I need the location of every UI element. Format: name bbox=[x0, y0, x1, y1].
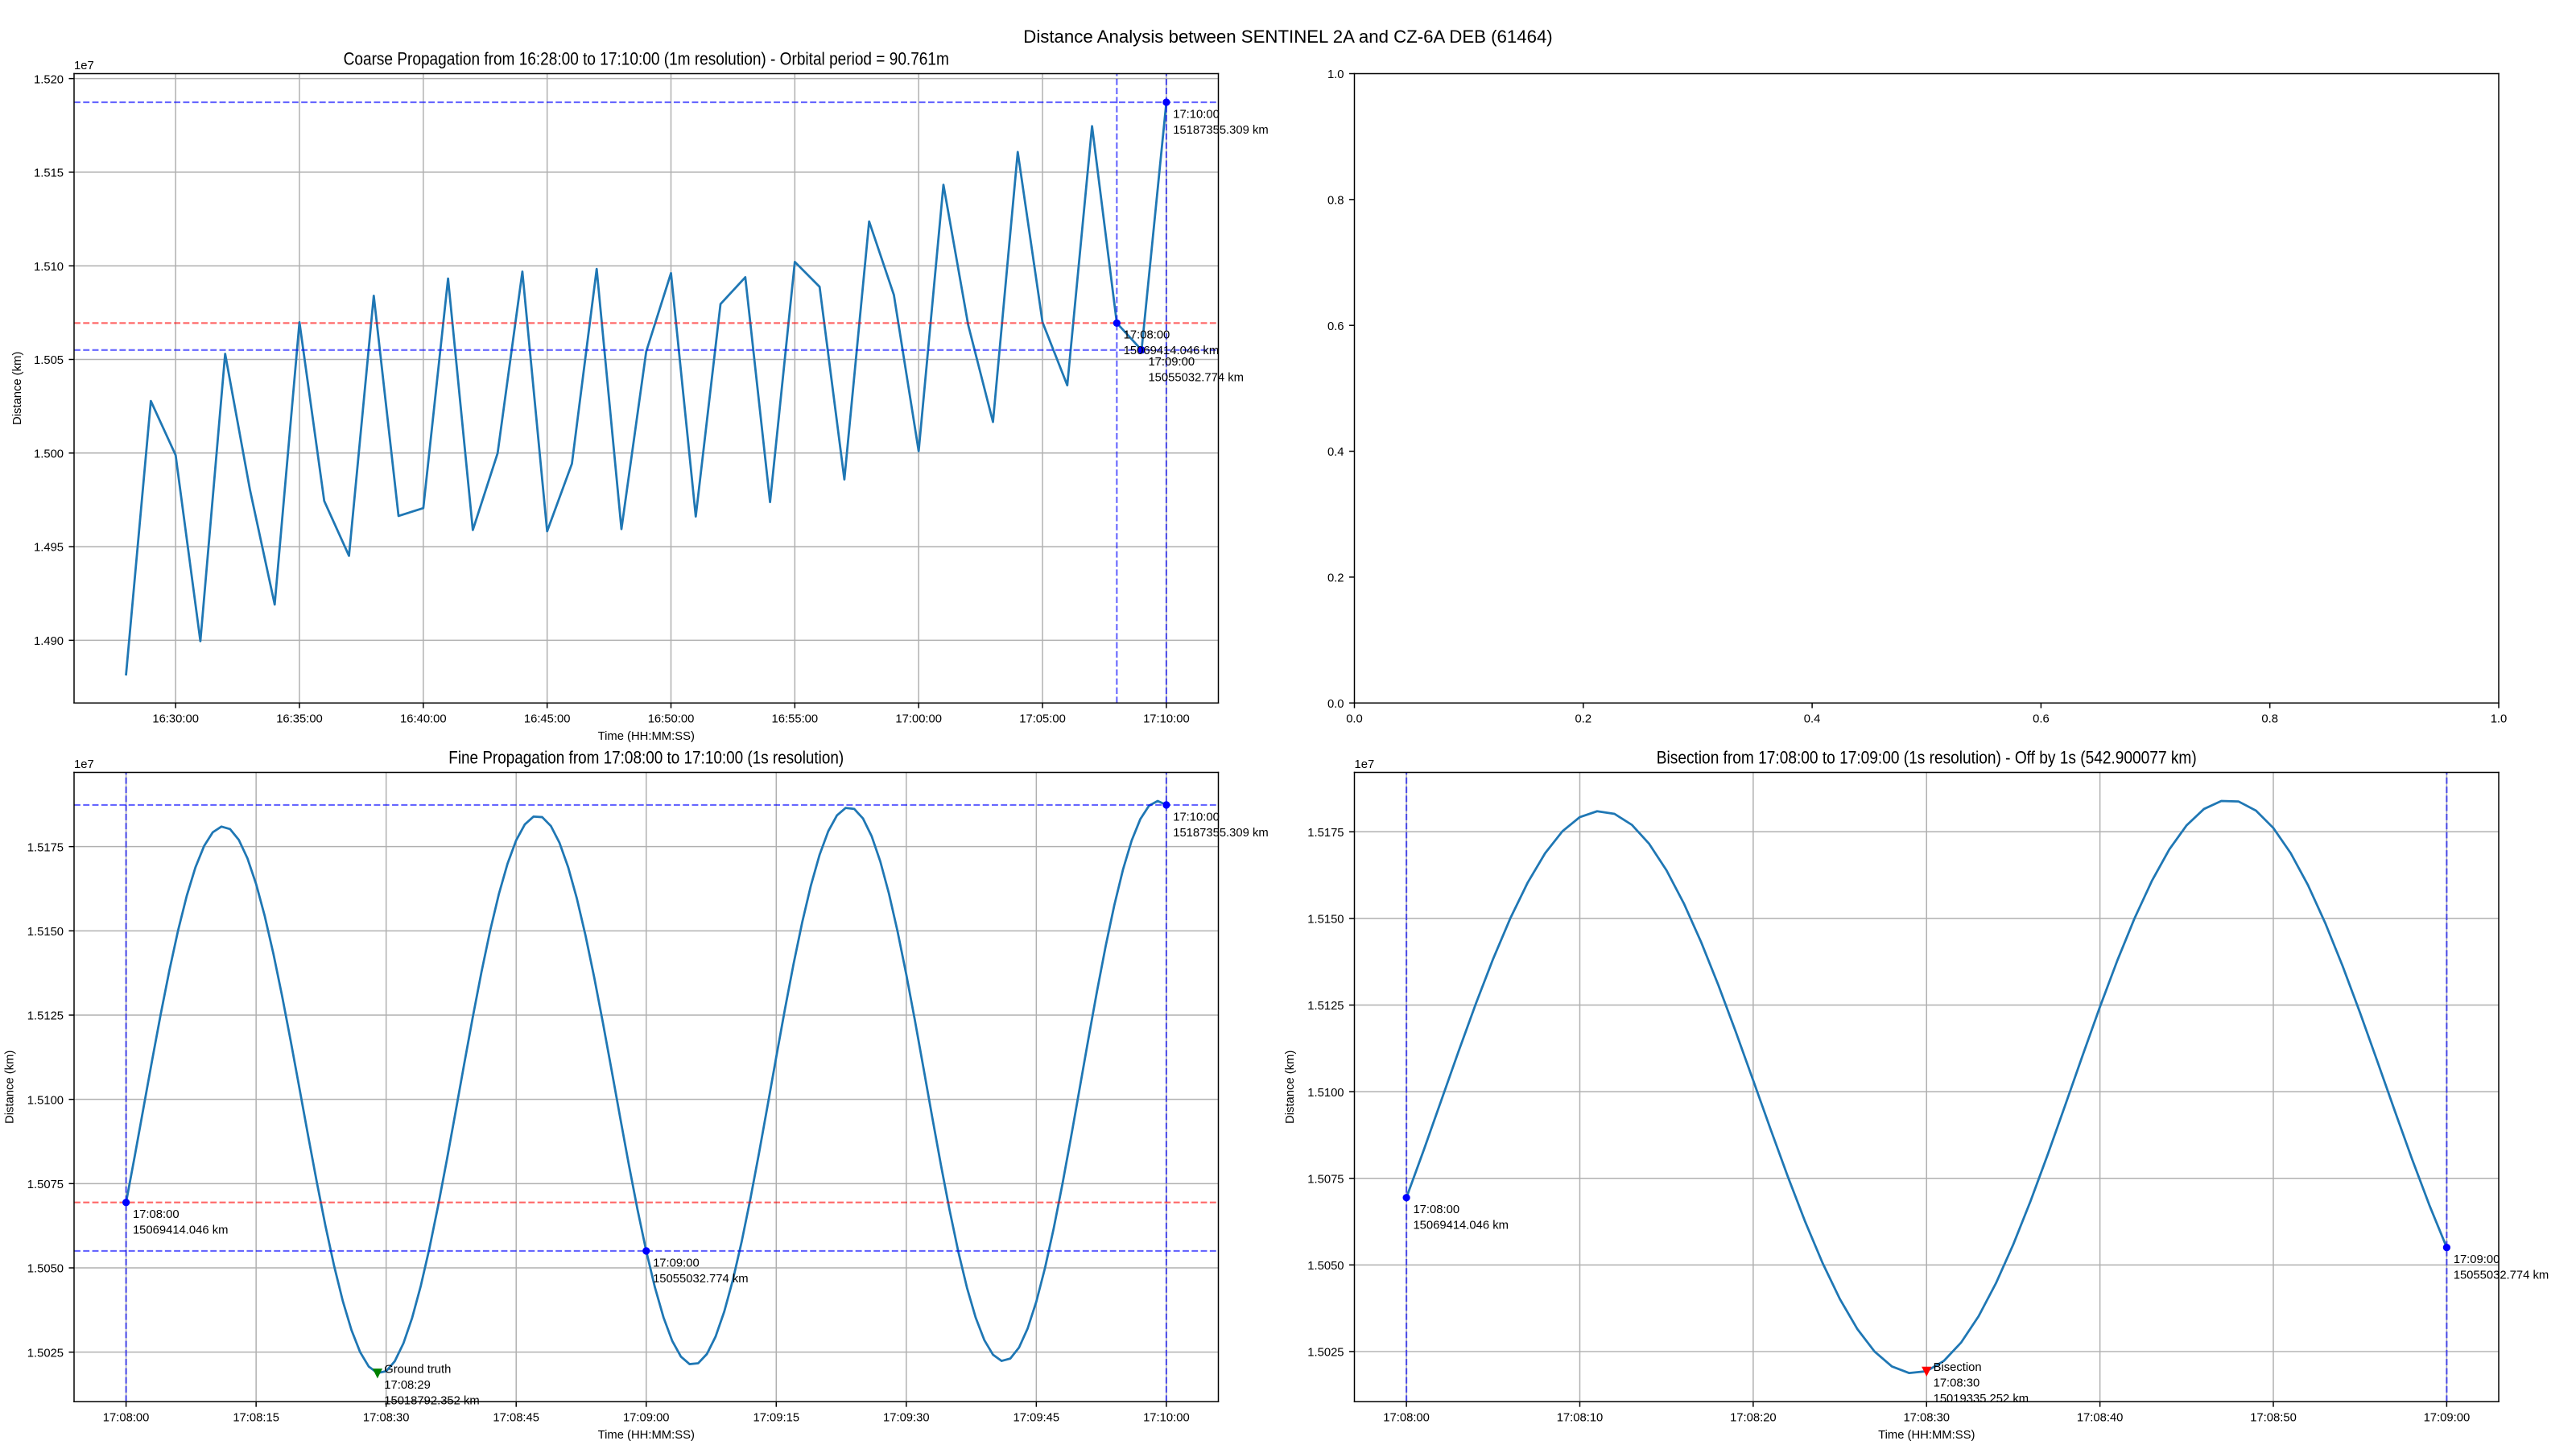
svg-text:15019335.252 km: 15019335.252 km bbox=[1934, 1393, 2029, 1406]
svg-text:16:50:00: 16:50:00 bbox=[648, 712, 695, 725]
svg-text:1.495: 1.495 bbox=[34, 542, 64, 555]
svg-text:0.0: 0.0 bbox=[1327, 698, 1344, 711]
svg-text:1.5025: 1.5025 bbox=[27, 1347, 64, 1360]
svg-text:16:30:00: 16:30:00 bbox=[152, 712, 199, 725]
svg-text:15069414.046 km: 15069414.046 km bbox=[133, 1224, 228, 1237]
svg-text:1.5150: 1.5150 bbox=[1307, 914, 1344, 927]
svg-text:1.500: 1.500 bbox=[34, 448, 64, 460]
svg-text:17:08:45: 17:08:45 bbox=[493, 1411, 539, 1424]
svg-text:17:00:00: 17:00:00 bbox=[895, 712, 942, 725]
svg-text:0.6: 0.6 bbox=[1327, 320, 1344, 333]
svg-text:0.8: 0.8 bbox=[2261, 712, 2278, 725]
svg-text:15055032.774 km: 15055032.774 km bbox=[2454, 1269, 2549, 1282]
svg-text:Ground truth: Ground truth bbox=[384, 1364, 451, 1377]
svg-text:17:09:00: 17:09:00 bbox=[2454, 1253, 2500, 1266]
svg-text:1.5050: 1.5050 bbox=[27, 1263, 64, 1276]
svg-text:17:08:50: 17:08:50 bbox=[2250, 1411, 2297, 1424]
svg-text:1.5050: 1.5050 bbox=[1307, 1260, 1344, 1273]
svg-text:1.515: 1.515 bbox=[34, 167, 64, 180]
svg-text:17:08:30: 17:08:30 bbox=[1903, 1411, 1950, 1424]
svg-text:0.4: 0.4 bbox=[1327, 446, 1344, 459]
svg-text:0.6: 0.6 bbox=[2033, 712, 2050, 725]
svg-text:17:08:00: 17:08:00 bbox=[1124, 329, 1170, 342]
svg-text:17:09:00: 17:09:00 bbox=[653, 1257, 700, 1269]
svg-text:17:08:00: 17:08:00 bbox=[1413, 1203, 1459, 1216]
svg-text:Distance Analysis between SENT: Distance Analysis between SENTINEL 2A an… bbox=[1023, 27, 1552, 47]
svg-text:Bisection from 17:08:00 to 17:: Bisection from 17:08:00 to 17:09:00 (1s … bbox=[1657, 747, 2197, 767]
svg-text:1.5125: 1.5125 bbox=[27, 1010, 64, 1023]
svg-text:Bisection: Bisection bbox=[1934, 1361, 1982, 1374]
svg-text:1.490: 1.490 bbox=[34, 635, 64, 648]
svg-text:0.8: 0.8 bbox=[1327, 194, 1344, 207]
svg-text:1.0: 1.0 bbox=[2491, 712, 2508, 725]
svg-text:17:05:00: 17:05:00 bbox=[1019, 712, 1066, 725]
svg-text:15055032.774 km: 15055032.774 km bbox=[1148, 372, 1243, 385]
svg-text:0.2: 0.2 bbox=[1575, 712, 1592, 725]
svg-text:1.520: 1.520 bbox=[34, 73, 64, 86]
svg-text:Time (HH:MM:SS): Time (HH:MM:SS) bbox=[598, 1429, 695, 1442]
svg-text:17:09:45: 17:09:45 bbox=[1013, 1411, 1060, 1424]
svg-text:1.0: 1.0 bbox=[1327, 68, 1344, 81]
svg-text:17:10:00: 17:10:00 bbox=[1173, 108, 1220, 121]
svg-text:17:08:10: 17:08:10 bbox=[1557, 1411, 1604, 1424]
svg-text:17:09:30: 17:09:30 bbox=[883, 1411, 930, 1424]
svg-text:1.5175: 1.5175 bbox=[1307, 827, 1344, 840]
svg-text:Distance (km): Distance (km) bbox=[1284, 1051, 1297, 1124]
svg-text:Distance (km): Distance (km) bbox=[4, 1051, 17, 1124]
svg-text:17:08:00: 17:08:00 bbox=[1383, 1411, 1430, 1424]
svg-text:16:55:00: 16:55:00 bbox=[772, 712, 819, 725]
svg-text:1e7: 1e7 bbox=[74, 60, 94, 72]
svg-text:1.5100: 1.5100 bbox=[27, 1094, 64, 1107]
svg-text:17:10:00: 17:10:00 bbox=[1173, 811, 1220, 824]
svg-text:17:10:00: 17:10:00 bbox=[1143, 712, 1190, 725]
svg-text:17:08:00: 17:08:00 bbox=[133, 1208, 180, 1221]
svg-text:15069414.046 km: 15069414.046 km bbox=[1124, 345, 1219, 357]
svg-text:16:35:00: 16:35:00 bbox=[276, 712, 323, 725]
svg-text:17:08:20: 17:08:20 bbox=[1730, 1411, 1777, 1424]
svg-text:0.0: 0.0 bbox=[1346, 712, 1363, 725]
svg-text:17:08:40: 17:08:40 bbox=[2077, 1411, 2124, 1424]
svg-text:17:08:30: 17:08:30 bbox=[1934, 1377, 1980, 1390]
svg-text:Time (HH:MM:SS): Time (HH:MM:SS) bbox=[598, 730, 695, 743]
svg-text:17:09:00: 17:09:00 bbox=[623, 1411, 670, 1424]
svg-text:15055032.774 km: 15055032.774 km bbox=[653, 1273, 748, 1286]
svg-text:17:08:00: 17:08:00 bbox=[103, 1411, 150, 1424]
svg-text:Distance (km): Distance (km) bbox=[11, 352, 24, 425]
svg-text:17:08:29: 17:08:29 bbox=[384, 1379, 431, 1392]
svg-text:Fine Propagation from 17:08:00: Fine Propagation from 17:08:00 to 17:10:… bbox=[448, 747, 844, 767]
svg-text:16:40:00: 16:40:00 bbox=[400, 712, 447, 725]
svg-text:17:08:30: 17:08:30 bbox=[363, 1411, 410, 1424]
svg-text:1.5075: 1.5075 bbox=[1307, 1173, 1344, 1186]
svg-text:15018792.352 km: 15018792.352 km bbox=[384, 1395, 479, 1408]
svg-text:1e7: 1e7 bbox=[1355, 758, 1375, 771]
svg-text:17:08:15: 17:08:15 bbox=[233, 1411, 279, 1424]
svg-text:15187355.309 km: 15187355.309 km bbox=[1173, 124, 1268, 137]
svg-text:Time (HH:MM:SS): Time (HH:MM:SS) bbox=[1878, 1429, 1975, 1442]
svg-text:16:45:00: 16:45:00 bbox=[524, 712, 571, 725]
svg-text:1.5150: 1.5150 bbox=[27, 926, 64, 939]
svg-text:15187355.309 km: 15187355.309 km bbox=[1173, 827, 1268, 840]
svg-text:17:09:15: 17:09:15 bbox=[753, 1411, 799, 1424]
svg-text:17:09:00: 17:09:00 bbox=[2424, 1411, 2471, 1424]
svg-text:1.5100: 1.5100 bbox=[1307, 1087, 1344, 1100]
svg-text:Coarse Propagation from 16:28:: Coarse Propagation from 16:28:00 to 17:1… bbox=[344, 48, 949, 68]
svg-text:15069414.046 km: 15069414.046 km bbox=[1413, 1220, 1508, 1232]
svg-text:1.510: 1.510 bbox=[34, 261, 64, 274]
svg-text:17:09:00: 17:09:00 bbox=[1148, 356, 1195, 369]
svg-text:1e7: 1e7 bbox=[74, 758, 94, 771]
svg-text:17:10:00: 17:10:00 bbox=[1143, 1411, 1190, 1424]
svg-text:1.5175: 1.5175 bbox=[27, 841, 64, 854]
svg-text:1.5025: 1.5025 bbox=[1307, 1347, 1344, 1360]
svg-text:1.5125: 1.5125 bbox=[1307, 1000, 1344, 1013]
svg-text:1.505: 1.505 bbox=[34, 354, 64, 367]
svg-text:0.4: 0.4 bbox=[1804, 712, 1821, 725]
svg-text:1.5075: 1.5075 bbox=[27, 1179, 64, 1191]
svg-text:0.2: 0.2 bbox=[1327, 572, 1344, 585]
